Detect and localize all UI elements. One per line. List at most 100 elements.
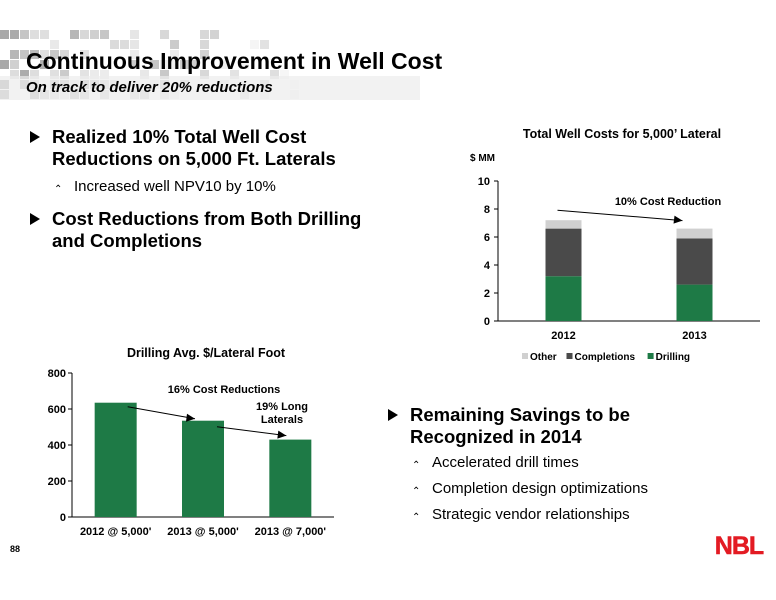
band-pixel bbox=[130, 30, 139, 39]
y-tick-label: 4 bbox=[484, 260, 491, 272]
total-well-costs-chart: Total Well Costs for 5,000’ Lateral $ MM 0… bbox=[460, 124, 770, 369]
band-pixel bbox=[40, 50, 49, 59]
y-tick-label: 10 bbox=[478, 176, 490, 188]
y-tick-label: 0 bbox=[60, 512, 66, 524]
legend-swatch-drilling bbox=[647, 353, 654, 359]
band-pixel bbox=[0, 60, 9, 69]
bar bbox=[182, 420, 224, 517]
band-pixel bbox=[80, 50, 89, 59]
legend-label-other: Other bbox=[530, 352, 557, 363]
band-pixel bbox=[50, 50, 59, 59]
band-pixel bbox=[80, 70, 89, 79]
band-pixel bbox=[10, 30, 19, 39]
drilling-cost-svg: Drilling Avg. $/Lateral Foot 0 200 400 600 80… bbox=[48, 346, 334, 538]
band-pixel bbox=[40, 30, 49, 39]
drilling-cost-chart: Drilling Avg. $/Lateral Foot 0 200 400 600 80… bbox=[30, 340, 340, 555]
bar-segment-drilling bbox=[545, 276, 582, 321]
y-tick-label: 200 bbox=[48, 476, 66, 488]
caret-bullet-icon: ⌃ bbox=[412, 486, 421, 497]
band-pixel bbox=[160, 60, 169, 69]
band-pixel bbox=[50, 70, 59, 79]
band-pixel bbox=[230, 70, 239, 79]
band-pixel bbox=[20, 70, 29, 79]
band-pixel bbox=[160, 70, 169, 79]
band-pixel bbox=[200, 70, 209, 79]
annotation-arrowhead bbox=[673, 215, 683, 224]
y-tick-label: 600 bbox=[48, 404, 66, 416]
band-pixel bbox=[40, 60, 49, 69]
sub-bullet-npv: ⌃ Increased well NPV10 by 10% bbox=[28, 178, 368, 196]
bullet-text: Strategic vendor relationships bbox=[432, 506, 630, 523]
band-pixel bbox=[120, 40, 129, 49]
bullet-text: Realized 10% Total Well Cost Reductions … bbox=[52, 126, 336, 169]
legend-label-drilling: Drilling bbox=[656, 352, 690, 363]
band-pixel bbox=[70, 30, 79, 39]
bar-segment-completions bbox=[676, 238, 713, 285]
bar-segment-other bbox=[545, 220, 582, 229]
bullet-text: Remaining Savings to be Recognized in 20… bbox=[410, 404, 630, 447]
chart-title: Total Well Costs for 5,000’ Lateral bbox=[523, 127, 721, 141]
legend-swatch-completions bbox=[566, 353, 573, 359]
y-tick-label: 400 bbox=[48, 440, 66, 452]
band-pixel bbox=[220, 60, 229, 69]
bar-segment-other bbox=[676, 228, 713, 239]
annotation-label: 16% Cost Reductions bbox=[168, 384, 280, 396]
sub-bullet-vendor: ⌃ Strategic vendor relationships bbox=[386, 506, 686, 524]
bullet-text: Cost Reductions from Both Drilling and C… bbox=[52, 208, 362, 251]
y-tick-label: 2 bbox=[484, 288, 490, 300]
band-pixel bbox=[10, 50, 19, 59]
band-pixel bbox=[170, 60, 179, 69]
bullet-drilling-completions: Cost Reductions from Both Drilling and C… bbox=[28, 208, 368, 252]
band-pixel bbox=[100, 30, 109, 39]
bar bbox=[269, 439, 312, 517]
band-pixel bbox=[200, 50, 209, 59]
band-pixel bbox=[0, 30, 9, 39]
annotation-line: 19% Long bbox=[256, 401, 308, 413]
x-tick-label: 2012 bbox=[551, 330, 575, 342]
page-title: Continuous Improvement in Well Cost bbox=[26, 48, 443, 74]
band-pixel bbox=[80, 30, 89, 39]
caret-bullet-icon: ⌃ bbox=[54, 184, 63, 195]
legend-label-completions: Completions bbox=[575, 352, 636, 363]
annotation-arrow bbox=[557, 209, 683, 222]
band-pixel bbox=[10, 60, 19, 69]
band-pixel bbox=[10, 70, 19, 79]
page-subtitle: On track to deliver 20% reductions bbox=[26, 79, 273, 96]
y-axis-label: $ MM bbox=[470, 153, 495, 164]
band-pixel bbox=[280, 70, 289, 79]
y-tick-label: 6 bbox=[484, 232, 490, 244]
band-pixel bbox=[90, 30, 99, 39]
band-pixel bbox=[130, 50, 139, 59]
nbl-logo: NBL bbox=[715, 532, 766, 558]
band-pixel bbox=[60, 70, 69, 79]
band-pixel bbox=[200, 30, 209, 39]
band-pixel bbox=[140, 70, 149, 79]
x-tick-label: 2013 @ 7,000' bbox=[255, 526, 327, 538]
band-pixel bbox=[90, 70, 99, 79]
total-well-costs-svg: Total Well Costs for 5,000’ Lateral $ MM 0… bbox=[470, 127, 760, 363]
band-pixel bbox=[250, 40, 259, 49]
band-pixel bbox=[130, 60, 139, 69]
caret-bullet-icon: ⌃ bbox=[412, 512, 421, 523]
left-bullet-list: Realized 10% Total Well Cost Reductions … bbox=[28, 126, 368, 252]
band-pixel bbox=[260, 40, 269, 49]
band-subtitle-strip bbox=[0, 76, 420, 100]
band-pixel bbox=[130, 40, 139, 49]
x-tick-label: 2012 @ 5,000' bbox=[80, 526, 152, 538]
bullet-text: Increased well NPV10 by 10% bbox=[74, 178, 276, 195]
band-pixel bbox=[210, 30, 219, 39]
y-tick-label: 800 bbox=[48, 368, 66, 380]
band-pixel bbox=[170, 40, 179, 49]
annotation-arrow bbox=[216, 426, 287, 437]
chart-title: Drilling Avg. $/Lateral Foot bbox=[127, 346, 286, 360]
right-bullet-list: Remaining Savings to be Recognized in 20… bbox=[386, 404, 686, 524]
bar bbox=[94, 402, 137, 517]
legend-swatch-other bbox=[522, 353, 528, 359]
band-pixel bbox=[100, 70, 109, 79]
bullet-cost-reduction: Realized 10% Total Well Cost Reductions … bbox=[28, 126, 368, 170]
annotation-arrow bbox=[127, 406, 196, 420]
band-pixel bbox=[30, 30, 39, 39]
annotation-line: Laterals bbox=[261, 414, 303, 426]
header-pixel-band bbox=[0, 30, 420, 100]
band-pixel bbox=[30, 50, 39, 59]
